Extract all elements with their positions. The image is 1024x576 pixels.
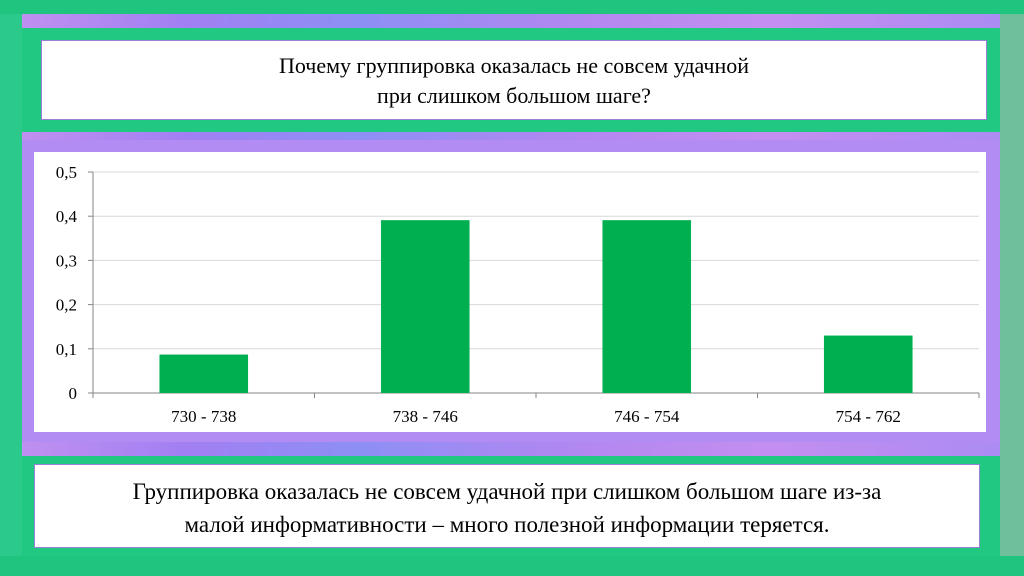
- caption-panel: Группировка оказалась не совсем удачной …: [34, 464, 980, 548]
- x-tick-label: 730 - 738: [171, 407, 236, 426]
- caption-line-1: Группировка оказалась не совсем удачной …: [132, 479, 882, 504]
- caption-text: Группировка оказалась не совсем удачной …: [35, 475, 979, 541]
- background-stripe-top: [0, 0, 1024, 14]
- y-tick-label: 0,1: [56, 340, 77, 359]
- title-panel: Почему группировка оказалась не совсем у…: [41, 40, 987, 120]
- bar-chart: 0 0,1 0,2 0,3 0,4 0,5 730 - 738 738 - 746 746 - …: [56, 163, 980, 426]
- slide-title-line-2: при слишком большом шаге?: [377, 83, 651, 108]
- chart-panel: 0 0,1 0,2 0,3 0,4 0,5 730 - 738 738 - 746 746 - …: [34, 152, 986, 432]
- x-tick-label: 754 - 762: [836, 407, 901, 426]
- background-right-band: [1000, 14, 1024, 556]
- slide-title-line-1: Почему группировка оказалась не совсем у…: [278, 53, 750, 78]
- bar: [602, 220, 692, 393]
- y-tick-label: 0,5: [56, 163, 77, 182]
- x-tick-label: 746 - 754: [614, 407, 680, 426]
- background-left-band: [0, 14, 22, 556]
- y-tick-label: 0,4: [56, 207, 78, 226]
- slide-title: Почему группировка оказалась не совсем у…: [42, 51, 986, 111]
- bar: [159, 354, 249, 393]
- y-tick-label: 0,2: [56, 296, 77, 315]
- x-tick-label: 738 - 746: [393, 407, 458, 426]
- background-stripe-bottom: [0, 556, 1024, 576]
- bar: [380, 220, 470, 393]
- caption-line-2: малой информативности – много полезной и…: [184, 512, 830, 537]
- y-tick-label: 0,3: [56, 251, 77, 270]
- bar: [823, 335, 913, 393]
- y-tick-label: 0: [69, 384, 78, 403]
